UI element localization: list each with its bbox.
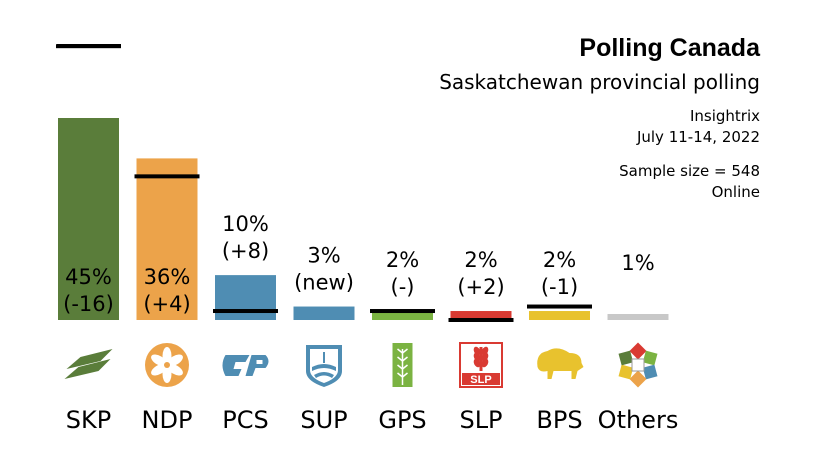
value-label-ndp: 36% [144,265,191,289]
category-label-ndp: NDP [142,406,193,434]
poll-method: Online [711,183,760,201]
previous-marker-ndp [134,174,200,179]
value-label-pcs: 10% [222,212,269,236]
value-label-slp: 2% [464,248,497,272]
change-label-pcs: (+8) [222,239,269,263]
value-label-bps: 2% [543,248,576,272]
category-label-bps: BPS [536,406,582,434]
change-label-sup: (new) [294,271,354,295]
chart-title: Polling Canada [579,34,760,62]
category-label-others: Others [598,406,679,434]
category-label-skp: SKP [66,406,111,434]
category-label-pcs: PCS [222,406,268,434]
buffalo-party-logo [306,345,342,387]
buffalo-icon [537,348,584,379]
category-label-slp: SLP [459,406,502,434]
bar-skp [58,118,119,320]
change-label-gps: (-) [391,275,415,299]
previous-marker-slp [448,318,514,322]
liberal-party-logo: SLP [459,342,503,388]
category-labels-group: SKP NDP PCS SUP GPS SLP BPS Others [66,406,679,434]
bar-gps [372,311,433,320]
ndp-logo [145,343,189,387]
poll-dates: July 11-14, 2022 [636,128,760,146]
value-label-others: 1% [621,251,654,275]
bar-pcs [215,275,276,320]
svg-text:SLP: SLP [470,374,491,386]
pollster-label: Insightrix [689,107,760,125]
value-label-gps: 2% [386,248,419,272]
bar-sup [293,306,355,320]
change-label-slp: (+2) [457,275,504,299]
previous-marker-bps [527,304,592,309]
bars-group [58,118,669,320]
change-label-ndp: (+4) [143,292,190,316]
previous-marker-gps [370,309,435,314]
party-icons-group: SLP [64,342,658,388]
bar-slp [450,311,512,320]
sample-size: Sample size = 548 [619,162,760,180]
pc-logo [222,355,269,376]
bar-bps [529,311,590,320]
value-label-skp: 45% [65,265,112,289]
change-label-bps: (-1) [541,275,578,299]
value-label-sup: 3% [307,244,340,268]
chart-subtitle: Saskatchewan provincial polling [439,70,760,94]
legend-previous-line [57,44,121,48]
others-quilt-icon [618,342,658,388]
green-party-logo [392,343,413,387]
category-label-sup: SUP [300,406,347,434]
value-labels-group: 45% (-16) 36% (+4) 10% (+8) 3% (new) 2% (-) 2% (+2)… [63,212,655,316]
bar-ndp [136,158,198,320]
saskatchewan-party-logo [64,349,113,379]
change-label-skp: (-16) [63,292,114,316]
previous-marker-pcs [213,309,278,314]
bar-others [607,314,669,320]
category-label-gps: GPS [378,406,426,434]
